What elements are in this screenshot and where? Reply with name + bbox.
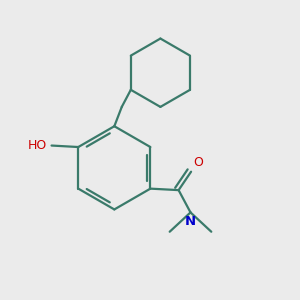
Text: O: O — [194, 156, 203, 169]
Text: HO: HO — [28, 139, 47, 152]
Text: N: N — [185, 215, 196, 228]
